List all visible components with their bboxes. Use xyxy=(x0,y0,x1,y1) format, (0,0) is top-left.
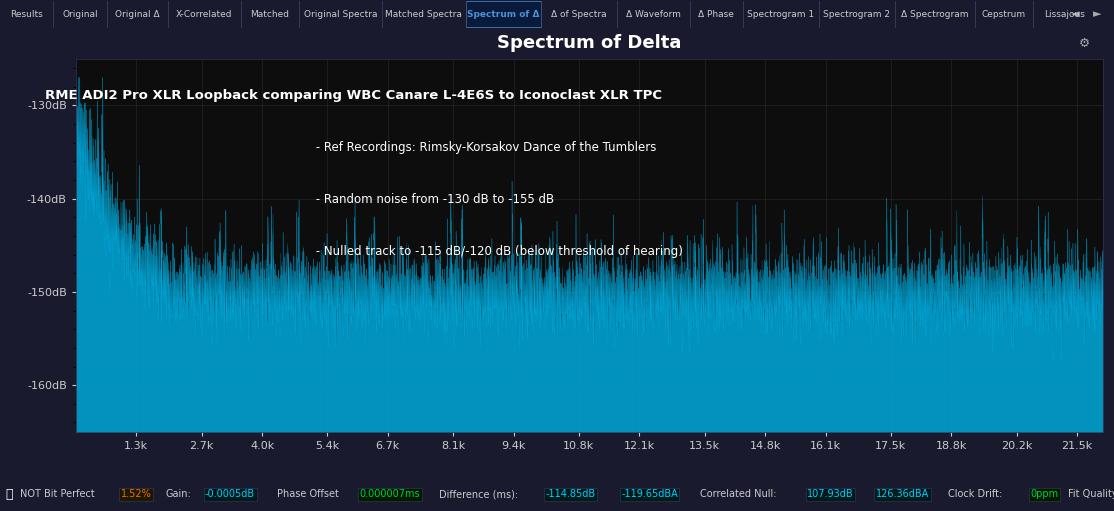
Text: 107.93dB: 107.93dB xyxy=(808,490,853,499)
Text: Spectrum of Delta: Spectrum of Delta xyxy=(497,34,682,53)
Text: 0.000007ms: 0.000007ms xyxy=(360,490,420,499)
Text: Results: Results xyxy=(10,10,43,18)
Text: 126.36dBA: 126.36dBA xyxy=(876,490,929,499)
Text: Fit Quality:: Fit Quality: xyxy=(1068,490,1114,499)
Text: Spectrogram 2: Spectrogram 2 xyxy=(823,10,890,18)
FancyBboxPatch shape xyxy=(466,2,541,27)
Text: Gain:: Gain: xyxy=(166,490,192,499)
Text: 📷: 📷 xyxy=(6,488,12,501)
Text: ⚙: ⚙ xyxy=(1079,37,1091,50)
Text: -0.0005dB: -0.0005dB xyxy=(205,490,255,499)
Text: Δ Spectrogram: Δ Spectrogram xyxy=(901,10,968,18)
Text: - Random noise from -130 dB to -155 dB: - Random noise from -130 dB to -155 dB xyxy=(312,193,554,206)
Text: 1.52%: 1.52% xyxy=(120,490,152,499)
Text: Cepstrum: Cepstrum xyxy=(981,10,1026,18)
Text: Δ Phase: Δ Phase xyxy=(698,10,734,18)
Text: Spectrum of Δ: Spectrum of Δ xyxy=(467,10,540,18)
Text: Clock Drift:: Clock Drift: xyxy=(948,490,1003,499)
Text: ◄: ◄ xyxy=(1071,9,1079,19)
Text: RME ADI2 Pro XLR Loopback comparing WBC Canare L-4E6S to Iconoclast XLR TPC: RME ADI2 Pro XLR Loopback comparing WBC … xyxy=(45,88,662,102)
Text: Original Spectra: Original Spectra xyxy=(304,10,377,18)
Text: Difference (ms):: Difference (ms): xyxy=(439,490,518,499)
Text: Original Δ: Original Δ xyxy=(115,10,160,18)
Text: Matched Spectra: Matched Spectra xyxy=(385,10,462,18)
Text: -114.85dB: -114.85dB xyxy=(546,490,596,499)
Text: Original: Original xyxy=(62,10,98,18)
Text: 0ppm: 0ppm xyxy=(1030,490,1058,499)
Text: Δ Waveform: Δ Waveform xyxy=(626,10,681,18)
Text: Δ of Spectra: Δ of Spectra xyxy=(551,10,607,18)
Text: Matched: Matched xyxy=(250,10,290,18)
Text: NOT Bit Perfect: NOT Bit Perfect xyxy=(20,490,95,499)
Text: -119.65dBA: -119.65dBA xyxy=(622,490,678,499)
Text: Spectrogram 1: Spectrogram 1 xyxy=(747,10,814,18)
Text: Phase Offset: Phase Offset xyxy=(277,490,339,499)
Text: Correlated Null:: Correlated Null: xyxy=(701,490,776,499)
Text: - Ref Recordings: Rimsky-Korsakov Dance of the Tumblers: - Ref Recordings: Rimsky-Korsakov Dance … xyxy=(312,141,656,154)
Text: X-Correlated: X-Correlated xyxy=(176,10,233,18)
Text: Lissajous: Lissajous xyxy=(1045,10,1085,18)
Text: ►: ► xyxy=(1093,9,1102,19)
Text: - Nulled track to -115 dB/-120 dB (below threshold of hearing): - Nulled track to -115 dB/-120 dB (below… xyxy=(312,245,683,258)
